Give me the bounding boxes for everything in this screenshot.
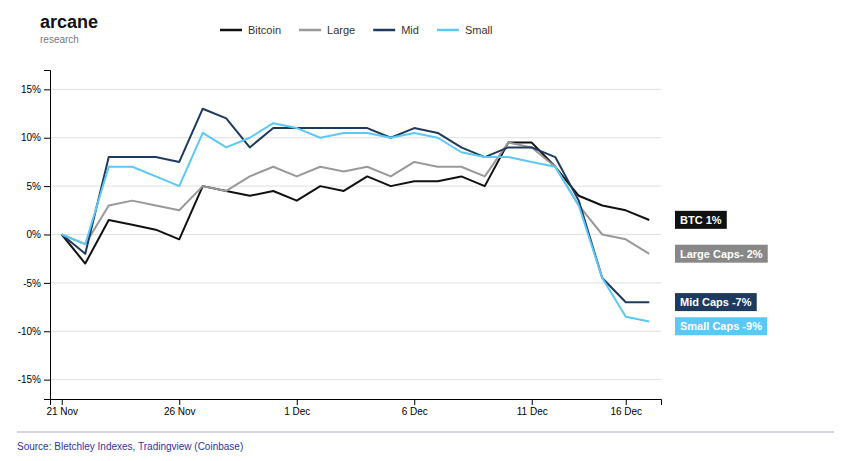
y-tick-mark bbox=[44, 380, 50, 381]
legend-label: Mid bbox=[401, 24, 419, 36]
grid-line bbox=[50, 379, 661, 380]
x-tick-mark bbox=[532, 399, 533, 405]
annotation-box bbox=[675, 293, 757, 311]
annotation-text: Small Caps -9% bbox=[680, 320, 762, 332]
chart-container: -15% -10% -5% 0% 5% 10% 15% 21 Nov 26 Nov 1 Dec 6 … bbox=[0, 0, 851, 461]
chart-svg: -15% -10% -5% 0% 5% 10% 15% 21 Nov 26 Nov 1 Dec 6 … bbox=[0, 0, 851, 461]
x-axis: 21 Nov 26 Nov 1 Dec 6 Dec 11 Dec 16 Dec bbox=[46, 399, 661, 417]
x-tick: 11 Dec bbox=[517, 399, 548, 417]
x-tick-mark bbox=[297, 399, 298, 405]
series-line bbox=[62, 123, 650, 321]
y-tick-label: 0% bbox=[27, 229, 42, 240]
annotation-text: BTC 1% bbox=[680, 214, 722, 226]
annotation: Small Caps -9% bbox=[675, 317, 767, 335]
annotation-box bbox=[675, 211, 727, 229]
grid-line bbox=[50, 282, 661, 283]
legend-label: Small bbox=[465, 24, 493, 36]
x-tick-label: 21 Nov bbox=[46, 406, 78, 417]
annotation: BTC 1% bbox=[675, 211, 727, 229]
y-tick: 0% bbox=[27, 229, 50, 240]
source: Source: Bletchley Indexes, Tradingview (… bbox=[17, 441, 243, 452]
grid-line bbox=[50, 137, 661, 138]
legend-label: Large bbox=[327, 24, 355, 36]
grid-line bbox=[50, 89, 661, 90]
x-tick: 16 Dec bbox=[610, 399, 642, 417]
y-tick-label: 15% bbox=[21, 84, 41, 95]
y-tick-label: -5% bbox=[23, 278, 41, 289]
annotation-text: Large Caps- 2% bbox=[680, 248, 763, 260]
separator bbox=[17, 432, 834, 433]
y-tick: -15% bbox=[18, 374, 50, 385]
y-tick: -5% bbox=[23, 278, 50, 289]
x-axis-line bbox=[51, 400, 662, 406]
x-tick-label: 11 Dec bbox=[517, 406, 548, 417]
grid-line bbox=[50, 234, 661, 235]
y-tick-label: -15% bbox=[18, 374, 41, 385]
title: arcane bbox=[40, 12, 98, 32]
annotation-box bbox=[675, 245, 768, 263]
legend-item: Bitcoin bbox=[220, 24, 281, 36]
annotations: BTC 1% Large Caps- 2% Mid Caps -7% Small Ca… bbox=[675, 211, 768, 335]
y-tick-label: -10% bbox=[18, 326, 41, 337]
y-tick-mark bbox=[44, 186, 50, 187]
x-tick-mark bbox=[62, 399, 63, 405]
annotation-box bbox=[675, 317, 767, 335]
legend-swatch bbox=[220, 29, 242, 32]
x-tick: 6 Dec bbox=[402, 399, 428, 417]
legend-swatch bbox=[437, 29, 459, 32]
legend-item: Large bbox=[299, 24, 355, 36]
series-line bbox=[62, 109, 650, 303]
lines bbox=[62, 109, 650, 322]
x-tick-mark bbox=[179, 399, 180, 405]
y-tick: 15% bbox=[21, 84, 50, 95]
series-line bbox=[62, 143, 650, 264]
y-tick: -10% bbox=[18, 326, 50, 337]
grid-line bbox=[50, 331, 661, 332]
annotation-text: Mid Caps -7% bbox=[680, 296, 752, 308]
legend-swatch bbox=[299, 29, 321, 32]
legend-label: Bitcoin bbox=[248, 24, 281, 36]
annotation: Large Caps- 2% bbox=[675, 245, 768, 263]
x-tick: 21 Nov bbox=[46, 399, 78, 417]
y-tick: 5% bbox=[27, 181, 50, 192]
x-tick-label: 6 Dec bbox=[402, 406, 428, 417]
y-tick-mark bbox=[44, 331, 50, 332]
x-tick-label: 26 Nov bbox=[164, 406, 196, 417]
x-tick: 1 Dec bbox=[284, 399, 310, 417]
y-tick-mark bbox=[44, 138, 50, 139]
y-tick-label: 5% bbox=[27, 181, 42, 192]
legend: Bitcoin Large Mid Small bbox=[220, 24, 492, 36]
y-tick-label: 10% bbox=[21, 132, 41, 143]
x-tick-mark bbox=[626, 399, 627, 405]
plot-area: -15% -10% -5% 0% 5% 10% 15% 21 Nov 26 Nov 1 Dec 6 … bbox=[18, 71, 662, 418]
series-line bbox=[62, 143, 650, 254]
x-tick-label: 16 Dec bbox=[610, 406, 642, 417]
legend-swatch bbox=[373, 29, 395, 32]
y-tick-mark bbox=[44, 89, 50, 90]
y-tick-mark bbox=[44, 235, 50, 236]
grid bbox=[50, 89, 661, 379]
y-tick: 10% bbox=[21, 132, 50, 143]
x-tick-label: 1 Dec bbox=[284, 406, 310, 417]
legend-item: Mid bbox=[373, 24, 419, 36]
subtitle: research bbox=[40, 34, 79, 45]
x-tick: 26 Nov bbox=[164, 399, 196, 417]
y-tick-mark bbox=[44, 283, 50, 284]
legend-item: Small bbox=[437, 24, 493, 36]
x-tick-mark bbox=[414, 399, 415, 405]
annotation: Mid Caps -7% bbox=[675, 293, 757, 311]
y-axis: -15% -10% -5% 0% 5% 10% 15% bbox=[18, 71, 51, 400]
y-axis-line bbox=[44, 71, 51, 400]
